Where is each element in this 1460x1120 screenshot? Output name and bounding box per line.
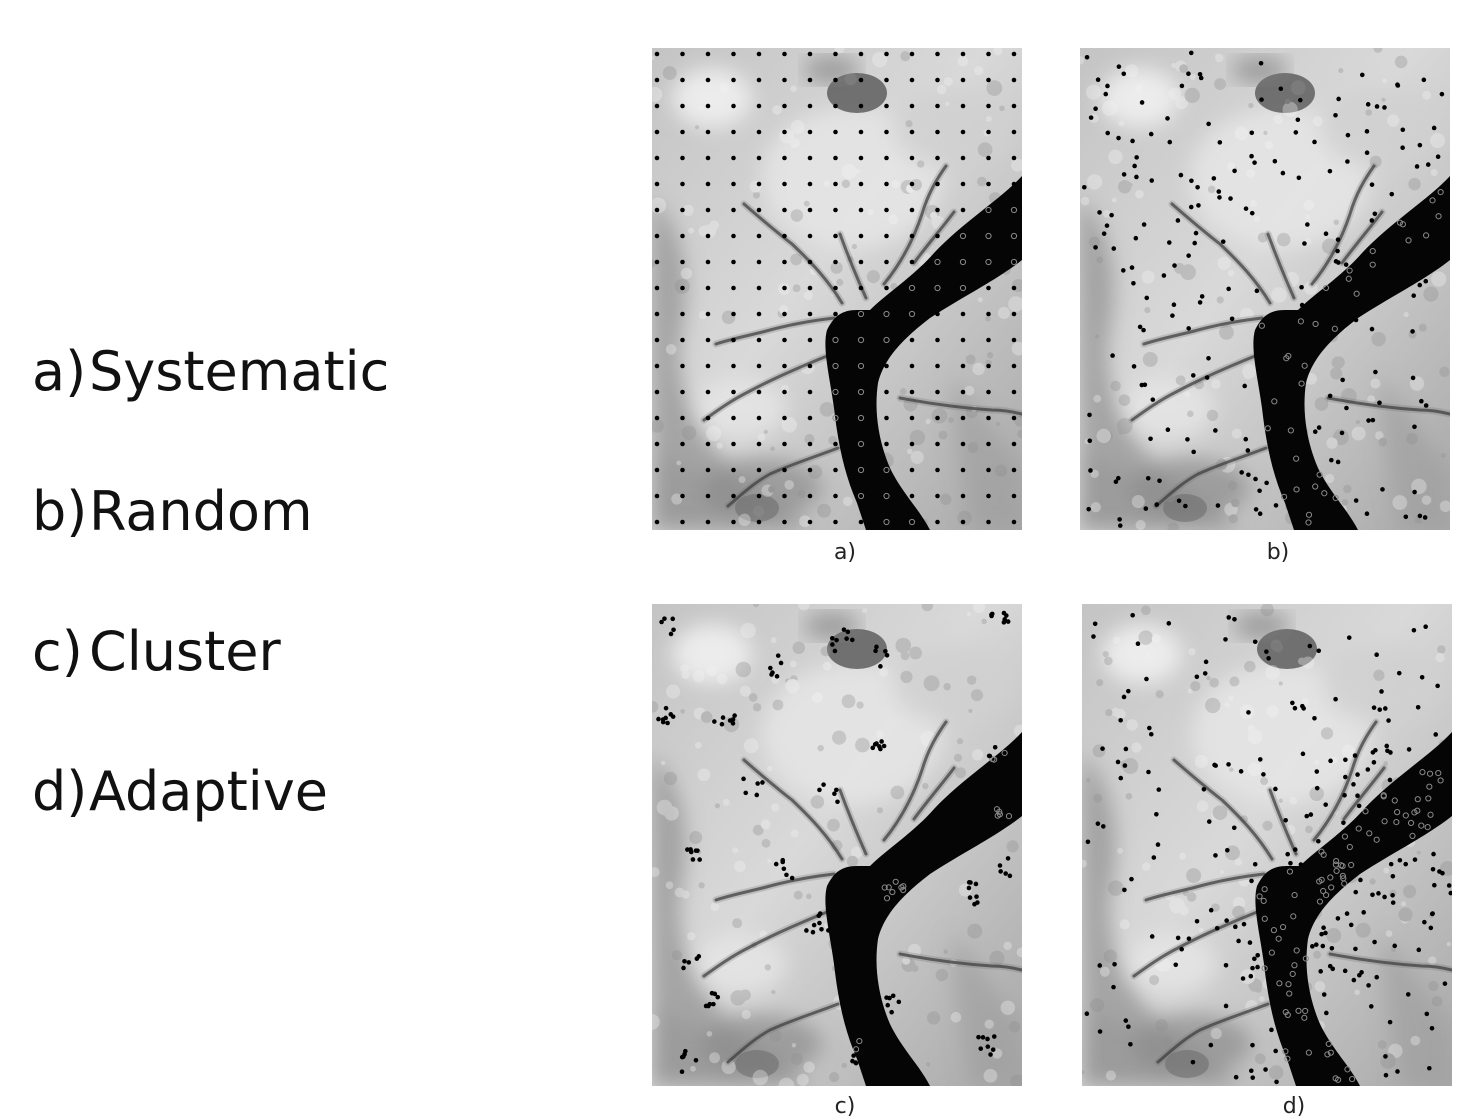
terrain-map-adaptive xyxy=(1082,604,1452,1086)
terrain-map-systematic xyxy=(652,48,1022,530)
legend-item-cluster: c) Cluster xyxy=(32,620,281,683)
legend-item-adaptive: d) Adaptive xyxy=(32,760,328,823)
sample-points xyxy=(1084,612,1452,1085)
sample-points xyxy=(654,51,1018,526)
panel-random xyxy=(1080,48,1450,530)
panel-systematic xyxy=(652,48,1022,530)
legend-label: Systematic xyxy=(89,340,390,403)
legend-label: Adaptive xyxy=(89,760,328,823)
legend-label: Random xyxy=(89,480,313,543)
sampling-design-legend: a) Systematic b) Random c) Cluster d) Ad… xyxy=(32,340,389,900)
terrain-map-cluster xyxy=(652,604,1022,1086)
terrain-map-random xyxy=(1080,48,1450,530)
legend-label: Cluster xyxy=(89,620,281,683)
sample-points xyxy=(656,610,1013,1075)
panel-caption-a: a) xyxy=(833,540,857,565)
legend-item-systematic: a) Systematic xyxy=(32,340,390,403)
panel-caption-c: c) xyxy=(834,1094,856,1119)
panel-cluster xyxy=(652,604,1022,1086)
panel-caption-b: b) xyxy=(1266,540,1290,565)
panel-adaptive xyxy=(1082,604,1452,1086)
sample-points xyxy=(1081,50,1445,528)
panel-caption-d: d) xyxy=(1282,1094,1306,1119)
legend-item-random: b) Random xyxy=(32,480,313,543)
